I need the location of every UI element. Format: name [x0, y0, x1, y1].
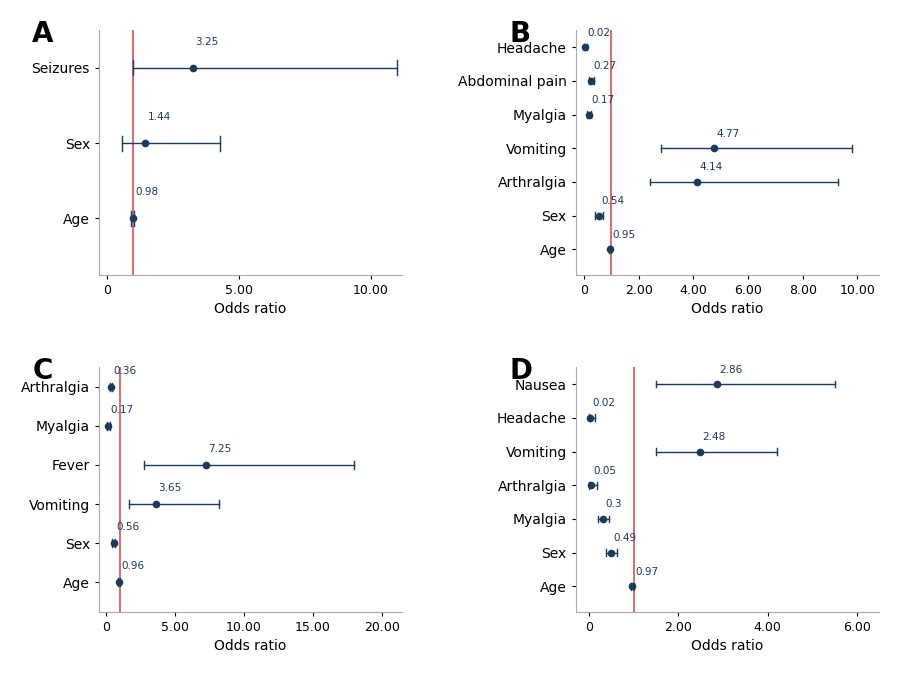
Text: C: C	[32, 357, 52, 386]
X-axis label: Odds ratio: Odds ratio	[214, 639, 287, 653]
X-axis label: Odds ratio: Odds ratio	[691, 639, 764, 653]
Text: 1.44: 1.44	[148, 112, 171, 122]
Text: 0.27: 0.27	[594, 61, 616, 71]
Text: 2.86: 2.86	[719, 365, 742, 375]
Text: B: B	[509, 20, 530, 49]
Text: 0.54: 0.54	[601, 196, 625, 206]
Text: 0.49: 0.49	[614, 533, 636, 543]
Text: 0.98: 0.98	[135, 187, 158, 197]
X-axis label: Odds ratio: Odds ratio	[691, 302, 764, 316]
Text: 0.97: 0.97	[634, 567, 658, 577]
Text: 0.05: 0.05	[594, 466, 616, 476]
Text: 0.17: 0.17	[111, 405, 134, 415]
Text: 4.77: 4.77	[716, 129, 740, 139]
Text: 0.02: 0.02	[592, 398, 616, 408]
Text: 3.65: 3.65	[158, 483, 182, 493]
Text: 0.36: 0.36	[113, 366, 137, 376]
Text: 0.95: 0.95	[612, 230, 635, 240]
Text: 2.48: 2.48	[702, 432, 725, 442]
Text: 3.25: 3.25	[195, 37, 219, 47]
Text: 0.3: 0.3	[605, 499, 622, 510]
Text: 0.56: 0.56	[116, 522, 140, 532]
Text: D: D	[509, 357, 532, 386]
Text: A: A	[32, 20, 54, 49]
Text: 0.17: 0.17	[591, 95, 614, 105]
Text: 4.14: 4.14	[699, 162, 723, 173]
Text: 0.96: 0.96	[122, 561, 145, 572]
Text: 0.02: 0.02	[587, 28, 610, 38]
Text: 7.25: 7.25	[208, 444, 231, 454]
X-axis label: Odds ratio: Odds ratio	[214, 302, 287, 316]
